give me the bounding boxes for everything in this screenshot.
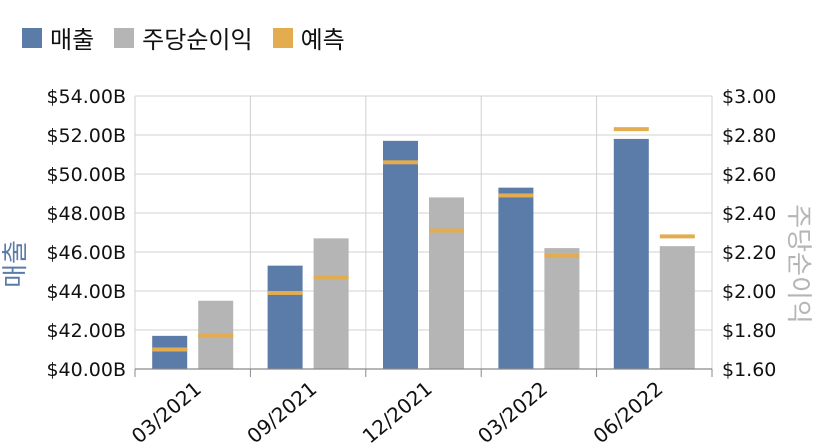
right-tick-label: $2.20 (722, 242, 776, 264)
legend: 매출 주당순이익 예측 (22, 20, 365, 55)
left-tick-label: $44.00B (46, 281, 126, 303)
bar-revenue (498, 187, 534, 369)
right-axis-title: 주당순이익 (783, 204, 813, 324)
bar-revenue (613, 138, 649, 369)
x-tick-label: 12/2021 (358, 376, 437, 448)
chart-bars (152, 138, 695, 369)
x-tick-label: 09/2021 (242, 376, 321, 448)
forecast-marker-eps (198, 333, 234, 338)
right-tick-label: $3.00 (722, 86, 776, 108)
left-tick-label: $48.00B (46, 203, 126, 225)
right-tick-label: $1.60 (722, 359, 776, 381)
bar-eps (544, 248, 580, 369)
x-tick-label: 03/2022 (473, 376, 552, 448)
forecast-marker-revenue (383, 160, 418, 165)
forecast-marker-eps (313, 275, 349, 280)
forecast-marker-revenue (613, 127, 649, 132)
forecast-marker-eps (544, 253, 580, 258)
forecast-marker-revenue (498, 193, 534, 198)
bar-revenue (267, 265, 303, 369)
legend-item-eps: 주당순이익 (114, 20, 253, 55)
forecast-marker-eps (659, 234, 695, 239)
forecast-marker-revenue (152, 347, 188, 352)
chart-forecasts (152, 127, 695, 352)
right-tick-label: $2.00 (722, 281, 776, 303)
legend-label-eps: 주당순이익 (142, 26, 253, 54)
right-tick-label: $2.60 (722, 164, 776, 186)
bar-revenue (383, 140, 418, 369)
x-tick-label: 03/2021 (127, 376, 206, 448)
forecast-marker-eps (429, 228, 464, 233)
right-tick-label: $2.40 (722, 203, 776, 225)
legend-item-revenue: 매출 (22, 20, 94, 55)
forecast-marker-revenue (267, 290, 303, 295)
bar-revenue (152, 335, 188, 369)
legend-swatch-forecast (272, 27, 293, 48)
right-tick-label: $1.80 (722, 320, 776, 342)
left-axis-title: 매출 (1, 240, 31, 288)
legend-label-forecast: 예측 (300, 26, 345, 54)
left-tick-label: $50.00B (46, 164, 126, 186)
bar-eps (659, 246, 695, 369)
legend-label-revenue: 매출 (50, 26, 95, 54)
left-tick-label: $46.00B (46, 242, 126, 264)
bar-eps (313, 238, 349, 369)
left-tick-label: $40.00B (46, 359, 126, 381)
legend-swatch-eps (114, 27, 135, 48)
legend-item-forecast: 예측 (272, 20, 345, 55)
bar-eps (429, 197, 464, 369)
legend-swatch-revenue (22, 27, 42, 48)
chart-grid (134, 95, 713, 370)
x-tick-label: 06/2022 (588, 376, 667, 448)
left-tick-label: $52.00B (46, 125, 126, 147)
left-tick-label: $54.00B (46, 86, 126, 108)
right-tick-label: $2.80 (722, 125, 776, 147)
left-tick-label: $42.00B (46, 320, 126, 342)
